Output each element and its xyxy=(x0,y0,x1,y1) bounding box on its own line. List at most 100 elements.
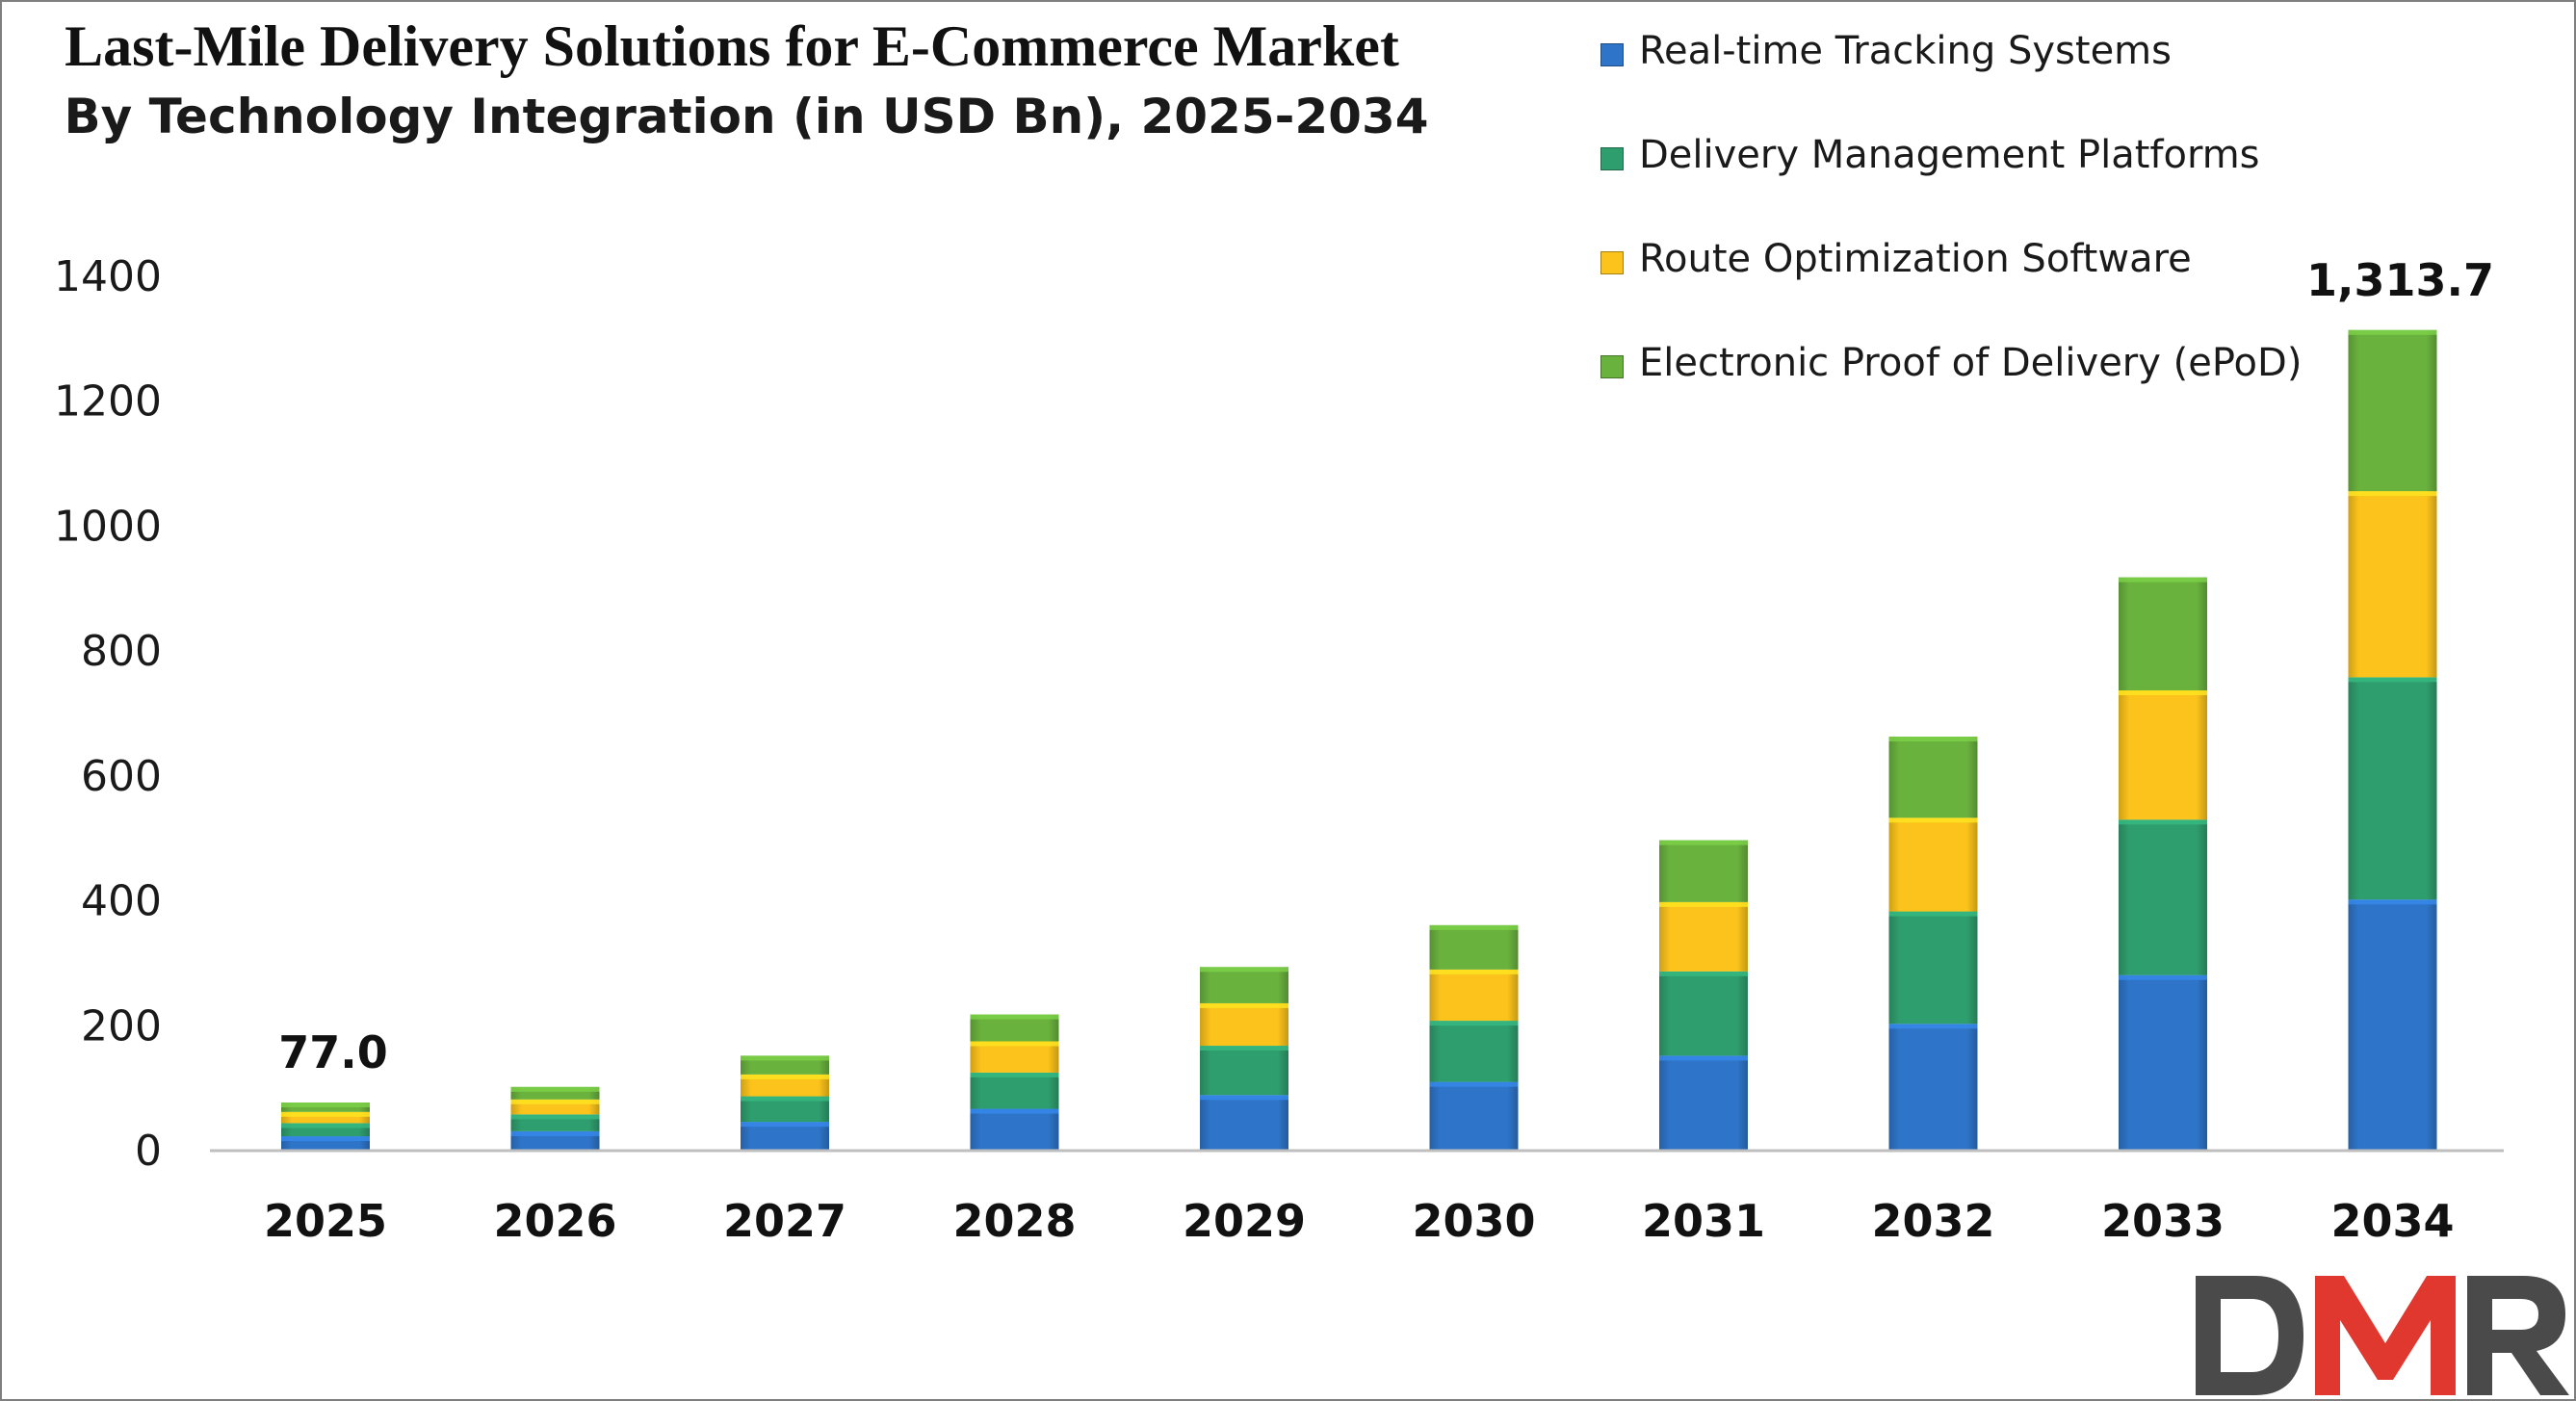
bar-segment-2030-s3 xyxy=(1429,924,1519,970)
bar-segment-highlight xyxy=(970,1014,1059,1020)
bar-segment-2031-s3 xyxy=(1659,840,1748,902)
bar-segment-highlight xyxy=(1888,911,1978,917)
x-tick-label-2029: 2029 xyxy=(1183,1195,1306,1247)
bar-segment-highlight xyxy=(1888,736,1978,741)
bar-segment-highlight xyxy=(2348,899,2437,905)
legend-label-real-time-tracking: Real-time Tracking Systems xyxy=(1639,29,2172,73)
bar-segment-2032-s2 xyxy=(1888,817,1978,912)
bar-segment-2032-s0 xyxy=(1888,1024,1978,1151)
x-tick-label-2025: 2025 xyxy=(264,1195,387,1247)
bar-segment-2027-s2 xyxy=(741,1074,829,1097)
legend-label-epod: Electronic Proof of Delivery (ePoD) xyxy=(1639,341,2303,385)
bar-segment-2029-s0 xyxy=(1200,1095,1288,1151)
bar-segment-2033-s3 xyxy=(2119,577,2207,691)
bar-segment-2028-s2 xyxy=(970,1041,1059,1073)
bar-segment-2029-s3 xyxy=(1200,967,1288,1003)
x-tick-label-2033: 2033 xyxy=(2101,1195,2225,1247)
data-labels: 77.0 1,313.7 xyxy=(278,254,2494,1078)
bar-segment-highlight xyxy=(1429,969,1519,974)
bar-segment-2032-s3 xyxy=(1888,736,1978,818)
bar-segment-2032-s1 xyxy=(1888,911,1978,1025)
chart-title: Last-Mile Delivery Solutions for E-Comme… xyxy=(65,14,1399,78)
bar-segment-highlight xyxy=(741,1122,829,1128)
y-tick-label: 800 xyxy=(81,627,162,676)
bar-segment-2030-s0 xyxy=(1429,1081,1519,1151)
bar-segment-2025-s2 xyxy=(281,1111,370,1124)
bar-segment-highlight xyxy=(2348,491,2437,497)
bar-segment-highlight xyxy=(970,1041,1059,1047)
bar-segment-2031-s1 xyxy=(1659,971,1748,1056)
logo-letter-m xyxy=(2315,1276,2456,1395)
bar-segment-highlight xyxy=(510,1130,600,1136)
bars xyxy=(281,329,2437,1151)
y-tick-label: 200 xyxy=(81,1001,162,1051)
bar-segment-highlight xyxy=(2119,974,2207,980)
bar-segment-2033-s2 xyxy=(2119,690,2207,820)
bar-segment-highlight xyxy=(510,1086,600,1092)
bar-segment-2026-s0 xyxy=(510,1130,600,1151)
bar-segment-2034-s3 xyxy=(2348,329,2437,492)
bar-segment-highlight xyxy=(741,1074,829,1079)
bar-segment-highlight xyxy=(2348,677,2437,683)
logo-letter-r xyxy=(2467,1276,2569,1395)
bar-segment-2029-s2 xyxy=(1200,1002,1288,1047)
x-tick-label-2030: 2030 xyxy=(1412,1195,1535,1247)
bar-segment-highlight xyxy=(1200,967,1288,973)
bar-segment-highlight xyxy=(1200,1095,1288,1101)
y-tick-label: 1200 xyxy=(54,377,162,427)
bar-segment-highlight xyxy=(970,1072,1059,1077)
bar-segment-2031-s2 xyxy=(1659,901,1748,972)
bar-segment-highlight xyxy=(2119,577,2207,583)
bar-segment-highlight xyxy=(281,1136,370,1142)
bar-segment-highlight xyxy=(510,1114,600,1120)
bar-segment-highlight xyxy=(1888,817,1978,823)
legend-swatch-delivery-management xyxy=(1600,147,1624,170)
logo-letter-d xyxy=(2196,1276,2303,1395)
y-axis: 0 200 400 600 800 1000 1200 1400 xyxy=(54,252,162,1176)
data-label-2025: 77.0 xyxy=(278,1026,388,1078)
bar-segment-highlight xyxy=(741,1096,829,1102)
y-tick-label: 0 xyxy=(135,1127,162,1176)
bar-segment-2034-s0 xyxy=(2348,899,2437,1151)
bar-segment-highlight xyxy=(1659,901,1748,907)
x-tick-label-2031: 2031 xyxy=(1642,1195,1765,1247)
y-tick-label: 1000 xyxy=(54,502,162,551)
bar-segment-highlight xyxy=(2348,329,2437,335)
legend-swatch-real-time-tracking xyxy=(1600,43,1624,66)
bar-segment-highlight xyxy=(2119,819,2207,825)
bar-segment-2033-s0 xyxy=(2119,974,2207,1151)
bar-segment-highlight xyxy=(510,1099,600,1104)
legend-label-delivery-management: Delivery Management Platforms xyxy=(1639,133,2260,177)
bar-segment-highlight xyxy=(2119,690,2207,696)
dmr-logo xyxy=(2196,1276,2569,1395)
data-label-2034: 1,313.7 xyxy=(2306,254,2494,306)
legend-swatch-route-optimization xyxy=(1600,251,1624,274)
bar-segment-2030-s1 xyxy=(1429,1021,1519,1082)
x-tick-label-2027: 2027 xyxy=(723,1195,846,1247)
bar-segment-highlight xyxy=(1429,1021,1519,1026)
chart-subtitle: By Technology Integration (in USD Bn), 2… xyxy=(64,89,1429,144)
bar-segment-2030-s2 xyxy=(1429,969,1519,1022)
bar-segment-2029-s1 xyxy=(1200,1046,1288,1096)
bar-segment-2033-s1 xyxy=(2119,819,2207,975)
bar-segment-highlight xyxy=(741,1055,829,1061)
bar-segment-highlight xyxy=(1429,924,1519,930)
x-axis: 2025 2026 2027 2028 2029 2030 2031 2032 2033 2034 xyxy=(264,1195,2455,1247)
bar-segment-2034-s2 xyxy=(2348,491,2437,678)
bar-segment-highlight xyxy=(1429,1081,1519,1087)
legend-swatch-epod xyxy=(1600,355,1624,378)
bar-segment-2034-s1 xyxy=(2348,677,2437,900)
bar-segment-highlight xyxy=(1659,971,1748,976)
bar-segment-highlight xyxy=(281,1123,370,1129)
bar-segment-highlight xyxy=(1200,1002,1288,1008)
y-tick-label: 400 xyxy=(81,877,162,926)
x-tick-label-2026: 2026 xyxy=(493,1195,616,1247)
x-tick-label-2034: 2034 xyxy=(2330,1195,2454,1247)
bar-segment-2028-s0 xyxy=(970,1108,1059,1151)
bar-segment-highlight xyxy=(1200,1046,1288,1051)
bar-segment-highlight xyxy=(281,1111,370,1117)
y-tick-label: 600 xyxy=(81,752,162,801)
x-tick-label-2028: 2028 xyxy=(952,1195,1076,1247)
bar-segment-highlight xyxy=(281,1103,370,1108)
